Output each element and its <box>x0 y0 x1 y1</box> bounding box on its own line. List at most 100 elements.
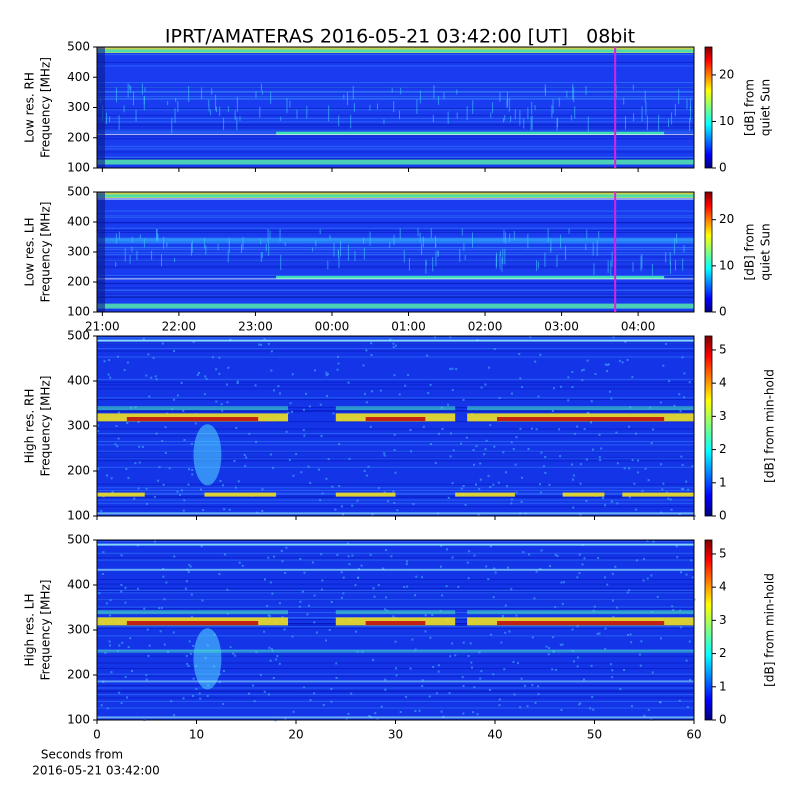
spectrogram-noise <box>221 484 224 487</box>
spectrogram-band <box>97 296 694 298</box>
spectrogram-noise <box>510 392 513 395</box>
spectrogram-noise <box>571 385 574 388</box>
spectrogram-noise <box>107 373 110 376</box>
spectrogram-noise <box>192 677 195 680</box>
spectrogram-noise <box>191 473 194 476</box>
spectrogram-noise <box>263 578 266 581</box>
colorbar-label: quiet Sun <box>759 223 773 280</box>
spectrogram-noise <box>325 477 328 480</box>
spectrogram-noise <box>370 342 373 345</box>
spectrogram-band <box>97 114 694 116</box>
spectrogram-noise <box>426 354 429 357</box>
colorbar-tick-label: 4 <box>719 580 727 594</box>
spectrogram-noise <box>504 631 507 634</box>
spectrogram-noise <box>449 336 452 339</box>
spectrogram-noise <box>451 367 454 370</box>
colorbar-tick-label: 10 <box>719 114 734 128</box>
spectrogram-noise <box>325 374 328 377</box>
spectrogram-noise <box>121 641 124 644</box>
spectrogram-noise <box>392 342 395 345</box>
spectrogram-noise <box>161 342 164 345</box>
spectrogram-noise <box>337 362 340 365</box>
spectrogram-noise <box>487 474 490 477</box>
spectrogram-noise <box>138 461 141 464</box>
y-tick-label: 200 <box>67 464 90 478</box>
spectrogram-band <box>97 296 694 298</box>
spectrogram-noise <box>680 626 683 629</box>
y-axis-label: Frequency [MHz] <box>39 202 53 303</box>
spectrogram-noise <box>188 640 191 643</box>
colorbar <box>704 191 713 313</box>
spectrogram-noise <box>675 545 678 548</box>
spectrogram-noise <box>311 561 314 564</box>
colorbar-tick-label: 1 <box>719 679 727 693</box>
spectrogram-noise <box>369 553 372 556</box>
spectrogram-noise <box>519 427 522 430</box>
spectrogram-noise <box>360 564 363 567</box>
spectrogram-noise <box>206 695 209 698</box>
spectrogram-noise <box>142 337 145 340</box>
spectrogram-noise <box>191 469 194 472</box>
spectrogram-noise <box>289 402 292 405</box>
spectrogram-noise <box>589 707 592 710</box>
spectrogram-noise <box>403 585 406 588</box>
spectrogram-noise <box>479 462 482 465</box>
spectrogram-noise <box>337 355 340 358</box>
spectrogram-noise <box>124 675 127 678</box>
spectrogram-noise <box>342 576 345 579</box>
spectrogram-noise <box>120 590 123 593</box>
spectrogram-noise <box>385 549 388 552</box>
spectrogram-noise <box>170 700 173 703</box>
spectrogram-noise <box>578 553 581 556</box>
spectrogram-noise <box>182 509 185 512</box>
spectrogram-noise <box>662 482 665 485</box>
spectrogram-noise <box>526 705 529 708</box>
spectrogram-noise <box>205 377 208 380</box>
spectrogram-noise <box>334 508 337 511</box>
spectrogram-noise <box>544 455 547 458</box>
spectrogram-noise <box>462 398 465 401</box>
spectrogram-noise <box>192 340 195 343</box>
spectrogram-band <box>97 627 694 629</box>
spectrogram-noise <box>643 714 646 717</box>
spectrogram-band <box>97 260 694 262</box>
spectrogram-noise <box>572 660 575 663</box>
spectrogram-band <box>97 662 694 664</box>
spectrogram-noise <box>236 382 239 385</box>
spectrogram-noise <box>598 433 601 436</box>
spectrogram-noise <box>191 615 194 618</box>
spectrogram-band <box>97 148 694 150</box>
spectrogram-noise <box>531 636 534 639</box>
x-tick-label: 0 <box>93 728 101 742</box>
spectrogram-noise <box>110 477 113 480</box>
spectrogram-noise <box>100 509 103 512</box>
spectrogram-noise <box>449 367 452 370</box>
spectrogram-noise <box>235 426 238 429</box>
spectrogram-noise <box>548 483 551 486</box>
spectrogram-noise <box>503 668 506 671</box>
spectrogram-noise <box>529 336 532 339</box>
spectrogram-noise <box>604 504 607 507</box>
spectrogram-noise <box>661 488 664 491</box>
spectrogram-noise <box>437 432 440 435</box>
spectrogram-noise <box>473 554 476 557</box>
y-tick-label: 300 <box>67 419 90 433</box>
y-axis-label: Frequency [MHz] <box>39 580 53 681</box>
spectrogram-noise <box>347 381 350 384</box>
spectrogram-noise <box>435 692 438 695</box>
spectrogram-band <box>622 492 694 497</box>
spectrogram-noise <box>590 421 593 424</box>
spectrogram-noise <box>330 601 333 604</box>
spectrogram-noise <box>348 563 351 566</box>
spectrogram-noise <box>137 487 140 490</box>
spectrogram-band <box>97 559 694 561</box>
spectrogram-noise <box>319 499 322 502</box>
spectrogram-noise <box>434 461 437 464</box>
spectrogram-noise <box>165 581 168 584</box>
colorbar-tick-label: 3 <box>719 409 727 423</box>
spectrogram-noise <box>470 666 473 669</box>
spectrogram-noise <box>531 684 534 687</box>
spectrogram-noise <box>190 593 193 596</box>
spectrogram-noise <box>467 654 470 657</box>
spectrogram-band <box>97 483 694 485</box>
